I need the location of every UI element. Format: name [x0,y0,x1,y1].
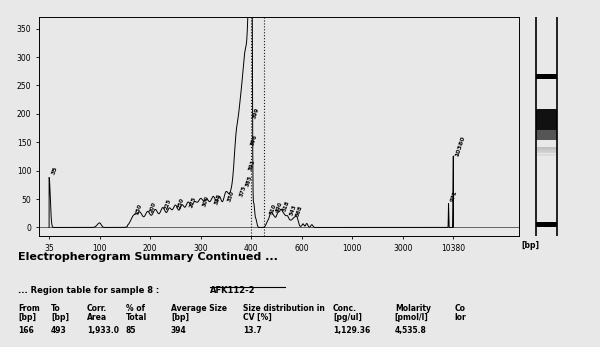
Text: ... Region table for sample 8 :: ... Region table for sample 8 : [18,286,159,295]
Text: To: To [51,304,61,313]
Text: 325: 325 [214,193,223,205]
Text: 4,535.8: 4,535.8 [395,326,427,335]
Text: AFK112-2: AFK112-2 [210,286,256,295]
Text: 350: 350 [227,190,235,202]
Bar [536,155,557,156]
Text: Electropherogram Summary Continued ...: Electropherogram Summary Continued ... [18,252,278,262]
Text: 275: 275 [189,196,197,208]
Bar [536,109,557,131]
Text: Area: Area [87,313,107,322]
Bar [536,151,557,152]
Bar [536,130,557,140]
Text: [pg/ul]: [pg/ul] [333,313,362,322]
Text: 490: 490 [275,201,284,214]
Text: 300: 300 [202,195,210,207]
Text: 543: 543 [289,203,297,216]
Text: 1,933.0: 1,933.0 [87,326,119,335]
Bar [536,147,557,149]
Text: 493: 493 [51,326,67,335]
Text: Corr.: Corr. [87,304,107,313]
Bar [536,222,557,227]
Text: Co: Co [455,304,466,313]
Text: 200: 200 [149,201,157,213]
Bar [536,152,557,153]
Text: Average Size: Average Size [171,304,227,313]
Text: 518: 518 [282,200,290,212]
Text: [bp]: [bp] [171,313,189,322]
Text: 399: 399 [252,107,260,119]
Text: 166: 166 [18,326,34,335]
Text: [bp]: [bp] [51,313,69,322]
Text: 10380: 10380 [455,135,466,158]
Text: [bp]: [bp] [18,313,36,322]
Text: Molarity: Molarity [395,304,431,313]
Bar [536,74,557,78]
Text: 375: 375 [239,185,247,197]
Text: 150: 150 [135,203,143,215]
Text: 568: 568 [295,205,304,218]
Text: [pmol/l]: [pmol/l] [395,313,428,322]
Text: Size distribution in: Size distribution in [243,304,325,313]
Text: 1,129.36: 1,129.36 [333,326,370,335]
Text: 971: 971 [449,189,458,202]
Text: [bp]: [bp] [521,240,539,249]
Text: Conc.: Conc. [333,304,357,313]
Text: 85: 85 [126,326,137,335]
Text: % of: % of [126,304,145,313]
Text: 396: 396 [250,134,259,146]
Text: 510: 510 [269,203,277,215]
Text: 35: 35 [51,165,59,175]
Text: lor: lor [455,313,467,322]
Bar [536,149,557,150]
Text: 250: 250 [176,197,185,209]
Text: 391: 391 [248,159,256,172]
Text: CV [%]: CV [%] [243,313,272,322]
Text: 13.7: 13.7 [243,326,262,335]
Bar [536,153,557,155]
Text: 225: 225 [164,198,172,210]
Text: 385: 385 [245,175,253,187]
Text: 394: 394 [171,326,187,335]
Text: From: From [18,304,40,313]
Text: Total: Total [126,313,147,322]
